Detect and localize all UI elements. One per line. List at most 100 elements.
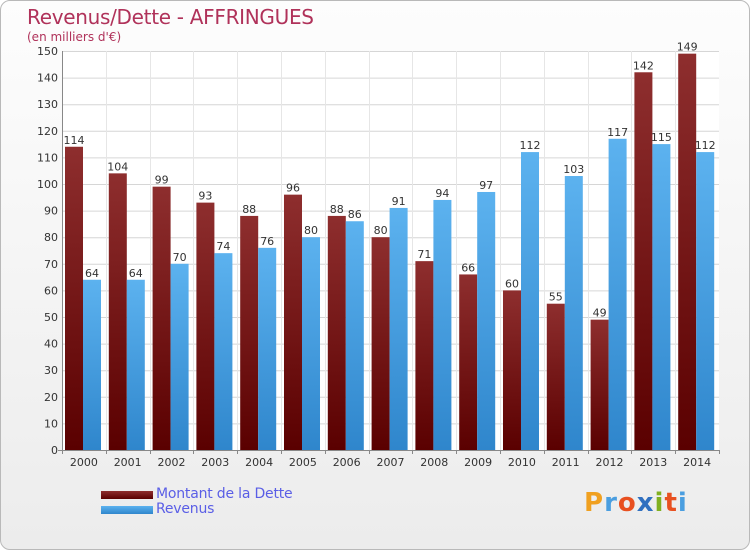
data-label-revenus: 97 xyxy=(479,179,493,192)
y-tick-label: 110 xyxy=(37,151,58,164)
data-label-debt: 96 xyxy=(286,182,300,195)
data-label-debt: 55 xyxy=(549,291,563,304)
bar-debt xyxy=(415,261,434,450)
data-label-revenus: 115 xyxy=(651,131,672,144)
bar-revenus xyxy=(564,176,583,450)
bar-revenus xyxy=(258,247,277,450)
data-label-revenus: 80 xyxy=(304,224,318,237)
data-label-debt: 49 xyxy=(593,307,607,320)
chart-title: Revenus/Dette - AFFRINGUES xyxy=(27,5,314,29)
bar-revenus xyxy=(433,199,452,450)
data-label-debt: 88 xyxy=(330,203,344,216)
logo-letter: i xyxy=(677,488,688,518)
y-tick-label: 140 xyxy=(37,72,58,85)
bar-debt xyxy=(152,186,171,450)
proxiti-logo: Proxiti xyxy=(584,488,688,518)
data-label-revenus: 64 xyxy=(129,267,143,280)
bars xyxy=(65,53,715,451)
bar-debt xyxy=(371,237,390,450)
data-label-debt: 66 xyxy=(461,261,475,274)
data-label-debt: 60 xyxy=(505,277,519,290)
x-tick-label: 2001 xyxy=(114,456,142,469)
y-tick-label: 0 xyxy=(51,444,58,457)
chart-subtitle: (en milliers d'€) xyxy=(27,30,122,44)
data-labels: 114 104 99 93 88 96 88 80 71 66 60 55 49 142 149 64 64 70… xyxy=(64,41,716,320)
bar-debt xyxy=(634,72,653,450)
data-label-debt: 142 xyxy=(633,59,654,72)
x-tick-label: 2014 xyxy=(683,456,711,469)
x-tick-label: 2013 xyxy=(639,456,667,469)
bar-revenus xyxy=(83,279,101,450)
data-label-revenus: 76 xyxy=(260,235,274,248)
data-label-debt: 80 xyxy=(374,224,388,237)
y-tick-label: 120 xyxy=(37,125,58,138)
legend-swatch-revenus xyxy=(101,506,153,514)
x-tick-label: 2008 xyxy=(420,456,448,469)
axes: 0 10 20 30 40 50 60 70 80 90 100 110 120 130 140 150 200… xyxy=(37,45,720,469)
logo-letter: t xyxy=(664,488,678,518)
data-label-debt: 88 xyxy=(242,203,256,216)
y-tick-label: 10 xyxy=(44,417,58,430)
bar-revenus xyxy=(345,221,364,450)
y-tick-label: 30 xyxy=(44,364,58,377)
data-label-revenus: 103 xyxy=(563,163,584,176)
bar-revenus xyxy=(696,152,715,450)
bar-debt xyxy=(65,146,83,450)
data-label-revenus: 74 xyxy=(216,240,230,253)
data-label-revenus: 86 xyxy=(348,208,362,221)
bar-revenus xyxy=(389,207,408,450)
data-label-debt: 99 xyxy=(155,174,169,187)
bar-debt xyxy=(590,319,609,450)
x-tick-label: 2006 xyxy=(333,456,361,469)
logo-letter: o xyxy=(617,488,637,518)
bar-revenus xyxy=(170,263,189,450)
data-label-debt: 93 xyxy=(198,190,212,203)
data-label-revenus: 70 xyxy=(173,251,187,264)
data-label-revenus: 64 xyxy=(85,267,99,280)
logo-letter: x xyxy=(636,488,655,518)
y-tick-label: 80 xyxy=(44,231,58,244)
bar-revenus xyxy=(652,144,671,450)
data-label-revenus: 94 xyxy=(435,187,449,200)
x-tick-label: 2011 xyxy=(552,456,580,469)
y-tick-label: 90 xyxy=(44,205,58,218)
data-label-debt: 114 xyxy=(64,134,85,147)
data-label-revenus: 117 xyxy=(607,126,628,139)
bar-revenus xyxy=(214,253,233,450)
x-tick-label: 2012 xyxy=(596,456,624,469)
data-label-revenus: 112 xyxy=(520,139,541,152)
legend-label-revenus: Revenus xyxy=(156,501,215,517)
bar-debt xyxy=(327,215,346,450)
x-tick-label: 2009 xyxy=(464,456,492,469)
y-tick-label: 130 xyxy=(37,98,58,111)
data-label-revenus: 112 xyxy=(695,139,716,152)
x-tick-label: 2007 xyxy=(377,456,405,469)
y-tick-label: 40 xyxy=(44,338,58,351)
y-tick-label: 150 xyxy=(37,45,58,58)
legend-label-debt: Montant de la Dette xyxy=(156,486,293,502)
data-label-debt: 104 xyxy=(107,160,128,173)
bar-debt xyxy=(108,173,127,451)
data-label-debt: 149 xyxy=(677,41,698,54)
bar-debt xyxy=(546,303,565,450)
logo-letter: i xyxy=(654,488,665,518)
legend-swatch-debt xyxy=(101,491,153,499)
x-tick-label: 2000 xyxy=(70,456,98,469)
bar-revenus xyxy=(126,279,145,450)
data-label-debt: 71 xyxy=(417,248,431,261)
bar-revenus xyxy=(477,191,496,451)
y-tick-label: 70 xyxy=(44,258,58,271)
bar-revenus xyxy=(521,152,539,450)
x-tick-label: 2004 xyxy=(245,456,273,469)
bar-revenus xyxy=(302,237,320,450)
bar-debt xyxy=(503,290,521,450)
x-tick-label: 2003 xyxy=(201,456,229,469)
y-tick-label: 50 xyxy=(44,311,58,324)
x-tick-label: 2010 xyxy=(508,456,536,469)
bar-debt xyxy=(284,194,302,450)
y-tick-label: 20 xyxy=(44,391,58,404)
x-tick-label: 2002 xyxy=(158,456,186,469)
logo-letter: P xyxy=(584,488,605,518)
bar-debt xyxy=(678,53,697,450)
